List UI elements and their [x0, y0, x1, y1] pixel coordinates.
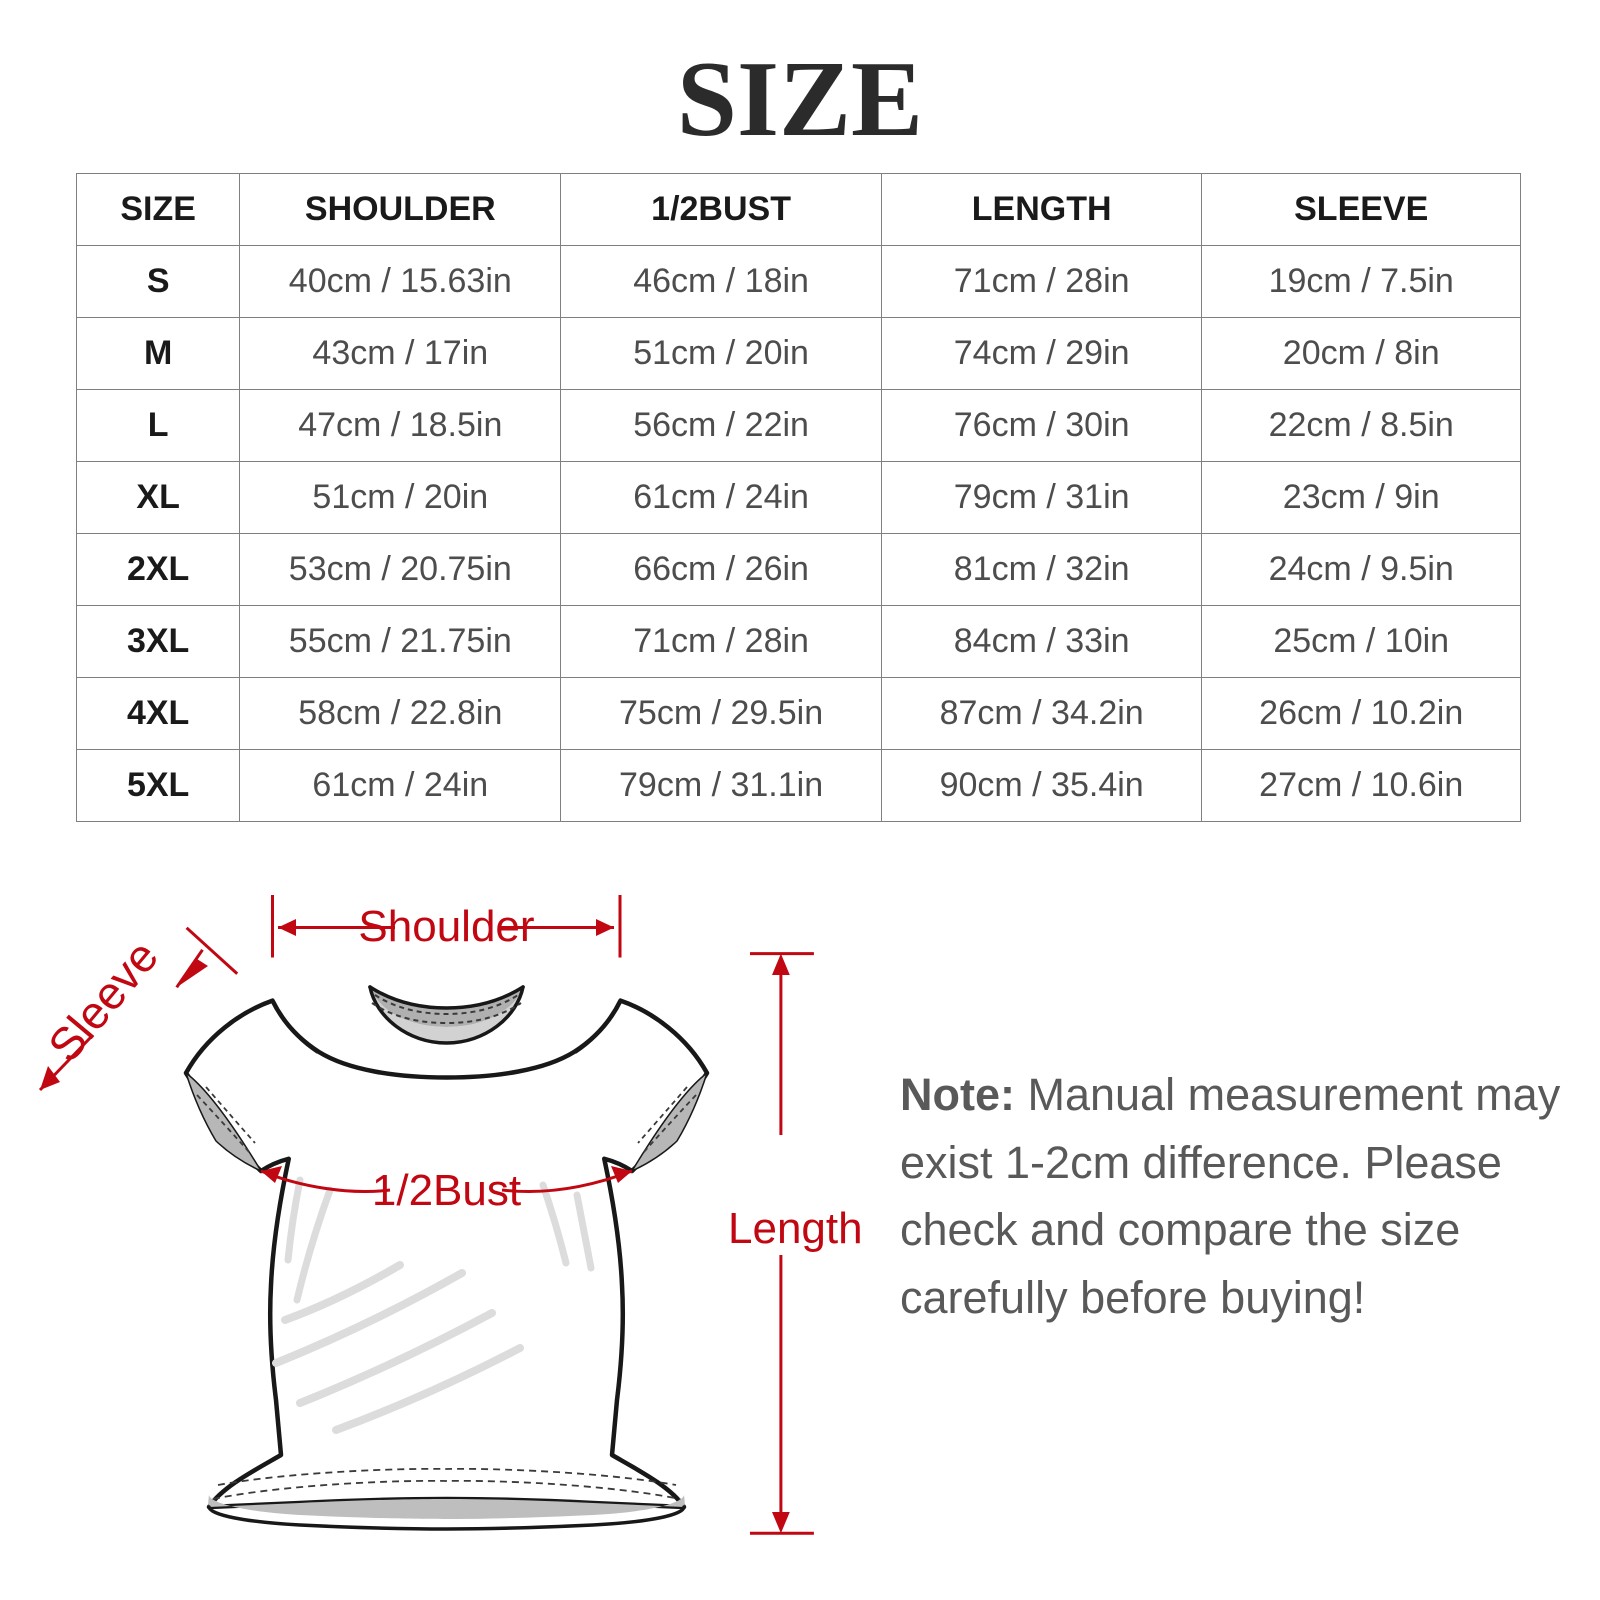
- svg-text:Sleeve: Sleeve: [38, 930, 168, 1071]
- svg-text:Length: Length: [728, 1204, 863, 1253]
- svg-text:1/2Bust: 1/2Bust: [372, 1166, 521, 1215]
- svg-text:Shoulder: Shoulder: [358, 902, 534, 951]
